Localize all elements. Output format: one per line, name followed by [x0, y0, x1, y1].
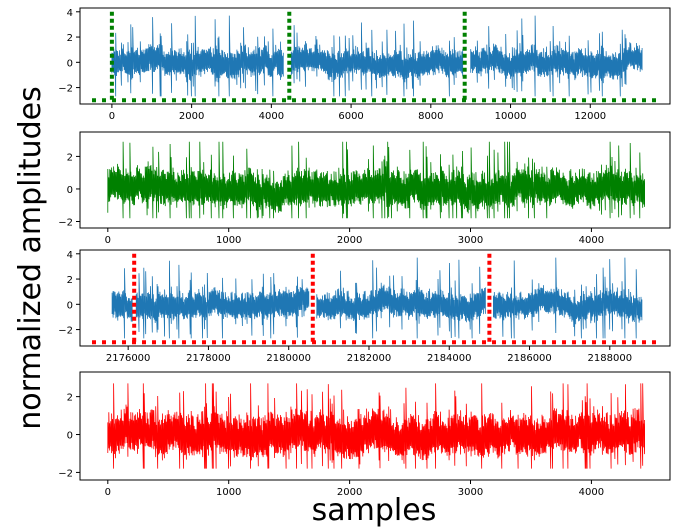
x-tick-label: 4000	[259, 111, 284, 122]
x-tick-label: 0	[109, 111, 115, 122]
y-tick-label: −2	[58, 217, 73, 228]
y-tick-label: 4	[67, 250, 73, 261]
x-tick-label: 2178000	[186, 353, 231, 364]
y-tick-label: −2	[58, 84, 73, 95]
x-tick-label: 3000	[458, 487, 483, 498]
subplot-2: 0 1000 2000 3000 4000 −2 0 2	[58, 131, 671, 246]
plot-frame	[79, 371, 671, 481]
x-tick-label: 2180000	[266, 353, 311, 364]
x-axis-title: samples	[312, 493, 437, 527]
x-tick-label: 1000	[216, 487, 241, 498]
x-tick-label: 3000	[458, 235, 483, 246]
y-tick-label: 0	[67, 58, 73, 69]
x-tick-label: 4000	[579, 235, 604, 246]
y-tick-label: 2	[67, 275, 73, 286]
y-tick-label: 0	[67, 300, 73, 311]
x-tick-label: 2186000	[507, 353, 552, 364]
series-trace	[107, 383, 645, 469]
x-tick-label: 1000	[216, 235, 241, 246]
y-tick-label: 2	[67, 152, 73, 163]
x-tick-label: 2188000	[588, 353, 633, 364]
series-trace	[111, 15, 643, 97]
x-tick-label: 0	[105, 235, 111, 246]
plot-frame	[79, 7, 671, 105]
x-tick-label: 2182000	[347, 353, 392, 364]
x-tick-label: 2184000	[427, 353, 472, 364]
y-tick-label: 4	[67, 8, 73, 19]
x-tick-label: 2000	[337, 487, 362, 498]
y-tick-label: 0	[67, 185, 73, 196]
y-tick-label: 2	[67, 393, 73, 404]
subplot-3: 2176000 2178000 2180000 2182000 2184000 21860…	[58, 249, 671, 364]
subplot-4: 0 1000 2000 3000 4000 −2 0 2	[58, 371, 671, 498]
x-tick-label: 4000	[579, 487, 604, 498]
y-tick-label: −2	[58, 468, 73, 479]
y-tick-label: 0	[67, 431, 73, 442]
subplot-1: 0 2000 4000 6000 8000 10000 12000 −2 0 2 4	[58, 7, 671, 122]
x-tick-label: 6000	[338, 111, 363, 122]
x-tick-label: 2176000	[106, 353, 151, 364]
series-trace	[107, 141, 645, 219]
x-tick-label: 2000	[179, 111, 204, 122]
plot-frame	[79, 249, 671, 347]
x-tick-label: 0	[105, 487, 111, 498]
y-tick-label: −2	[58, 326, 73, 337]
x-tick-label: 10000	[495, 111, 527, 122]
x-tick-label: 12000	[574, 111, 606, 122]
y-tick-label: 2	[67, 33, 73, 44]
x-tick-label: 2000	[337, 235, 362, 246]
y-axis-title: normalized amplitudes	[13, 86, 48, 429]
plot-frame	[79, 131, 671, 229]
series-trace	[111, 257, 643, 339]
x-tick-label: 8000	[418, 111, 443, 122]
